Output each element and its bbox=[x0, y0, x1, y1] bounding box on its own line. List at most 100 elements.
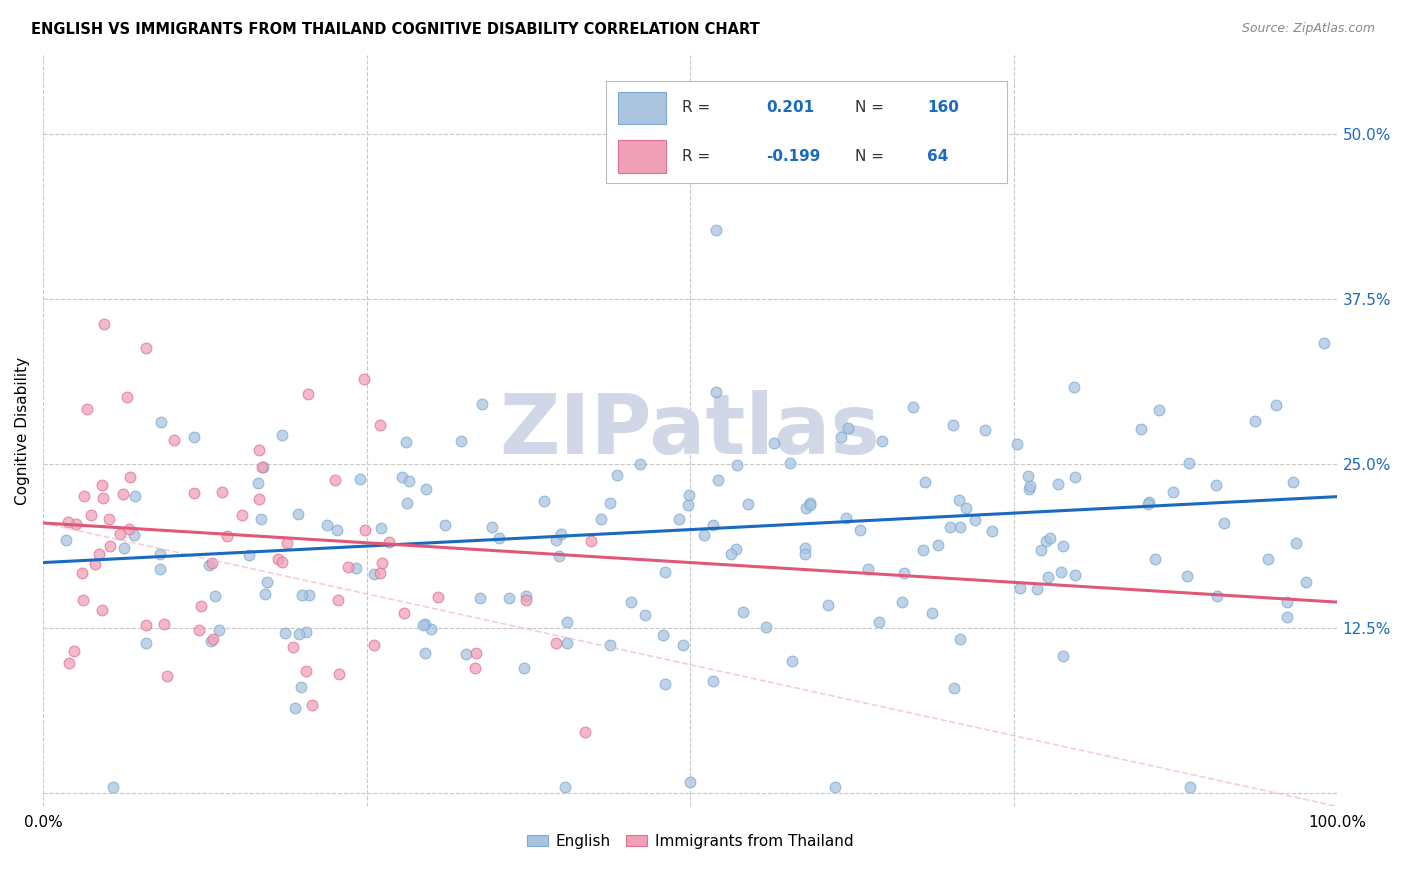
Point bbox=[1206, 589, 1229, 603]
Point bbox=[546, 533, 568, 548]
Point bbox=[1244, 414, 1267, 428]
Point bbox=[837, 420, 859, 434]
Point bbox=[80, 508, 103, 523]
Point bbox=[118, 470, 141, 484]
Point bbox=[515, 593, 537, 607]
Point bbox=[1129, 422, 1152, 436]
Point bbox=[288, 627, 311, 641]
Point bbox=[294, 625, 316, 640]
Point bbox=[678, 487, 700, 501]
Point bbox=[112, 541, 135, 555]
Point bbox=[973, 423, 995, 437]
Point bbox=[55, 533, 77, 547]
Point bbox=[1143, 552, 1166, 566]
Point bbox=[1161, 485, 1184, 500]
Point bbox=[427, 590, 450, 604]
Point bbox=[471, 396, 494, 410]
Point bbox=[948, 492, 970, 507]
Point bbox=[371, 556, 394, 570]
Point bbox=[415, 482, 437, 496]
Point bbox=[287, 508, 309, 522]
Text: ZIPatlas: ZIPatlas bbox=[499, 391, 880, 471]
Point bbox=[328, 666, 350, 681]
Point bbox=[72, 566, 94, 580]
Point bbox=[599, 496, 621, 510]
Point bbox=[465, 647, 488, 661]
Point bbox=[391, 469, 413, 483]
Point bbox=[419, 622, 441, 636]
Point bbox=[163, 433, 186, 447]
Point bbox=[707, 473, 730, 487]
Point bbox=[215, 529, 238, 543]
Point bbox=[830, 430, 852, 444]
Point bbox=[1017, 468, 1039, 483]
Point bbox=[98, 539, 121, 553]
Point bbox=[344, 560, 367, 574]
Point bbox=[468, 591, 491, 605]
Point bbox=[250, 459, 273, 474]
Point bbox=[1277, 610, 1299, 624]
Point bbox=[290, 680, 312, 694]
Point bbox=[557, 615, 579, 629]
Point bbox=[197, 558, 219, 573]
Point bbox=[363, 638, 385, 652]
Point bbox=[1175, 569, 1198, 583]
Point bbox=[606, 467, 628, 482]
Legend: English, Immigrants from Thailand: English, Immigrants from Thailand bbox=[520, 828, 859, 855]
Point bbox=[1063, 379, 1085, 393]
Point bbox=[755, 620, 778, 634]
Point bbox=[533, 494, 555, 508]
Point bbox=[433, 518, 456, 533]
Point bbox=[693, 528, 716, 542]
Point bbox=[589, 512, 612, 526]
Point bbox=[315, 517, 337, 532]
Point bbox=[204, 589, 226, 603]
Point bbox=[135, 341, 157, 355]
Point bbox=[949, 520, 972, 534]
Point bbox=[1018, 478, 1040, 492]
Point bbox=[870, 434, 893, 449]
Point bbox=[112, 487, 135, 501]
Point bbox=[267, 551, 290, 566]
Point bbox=[464, 661, 486, 675]
Y-axis label: Cognitive Disability: Cognitive Disability bbox=[15, 357, 30, 505]
Point bbox=[1052, 539, 1074, 553]
Point bbox=[118, 522, 141, 536]
Point bbox=[1205, 478, 1227, 492]
Point bbox=[513, 661, 536, 675]
Point bbox=[413, 646, 436, 660]
Point bbox=[247, 443, 270, 458]
Point bbox=[794, 541, 817, 555]
Point bbox=[91, 602, 114, 616]
Point bbox=[270, 428, 292, 442]
Point bbox=[849, 524, 872, 538]
Point bbox=[634, 608, 657, 623]
Point bbox=[149, 416, 172, 430]
Point bbox=[325, 523, 347, 537]
Point bbox=[378, 535, 401, 549]
Point bbox=[363, 566, 385, 581]
Point bbox=[274, 626, 297, 640]
Point bbox=[763, 435, 786, 450]
Point bbox=[1064, 469, 1087, 483]
Point bbox=[725, 541, 748, 556]
Point bbox=[247, 491, 270, 506]
Point bbox=[93, 317, 115, 331]
Point bbox=[87, 547, 110, 561]
Point bbox=[1018, 482, 1040, 496]
Point bbox=[1008, 581, 1031, 595]
Point bbox=[201, 556, 224, 570]
Point bbox=[554, 780, 576, 794]
Point bbox=[733, 605, 755, 619]
Point bbox=[353, 372, 375, 386]
Point bbox=[1257, 551, 1279, 566]
Point bbox=[955, 501, 977, 516]
Point bbox=[1265, 398, 1288, 412]
Point bbox=[1282, 475, 1305, 489]
Point bbox=[912, 542, 935, 557]
Point bbox=[628, 457, 651, 471]
Point bbox=[91, 477, 114, 491]
Point bbox=[799, 496, 821, 510]
Point bbox=[135, 618, 157, 632]
Point bbox=[921, 606, 943, 620]
